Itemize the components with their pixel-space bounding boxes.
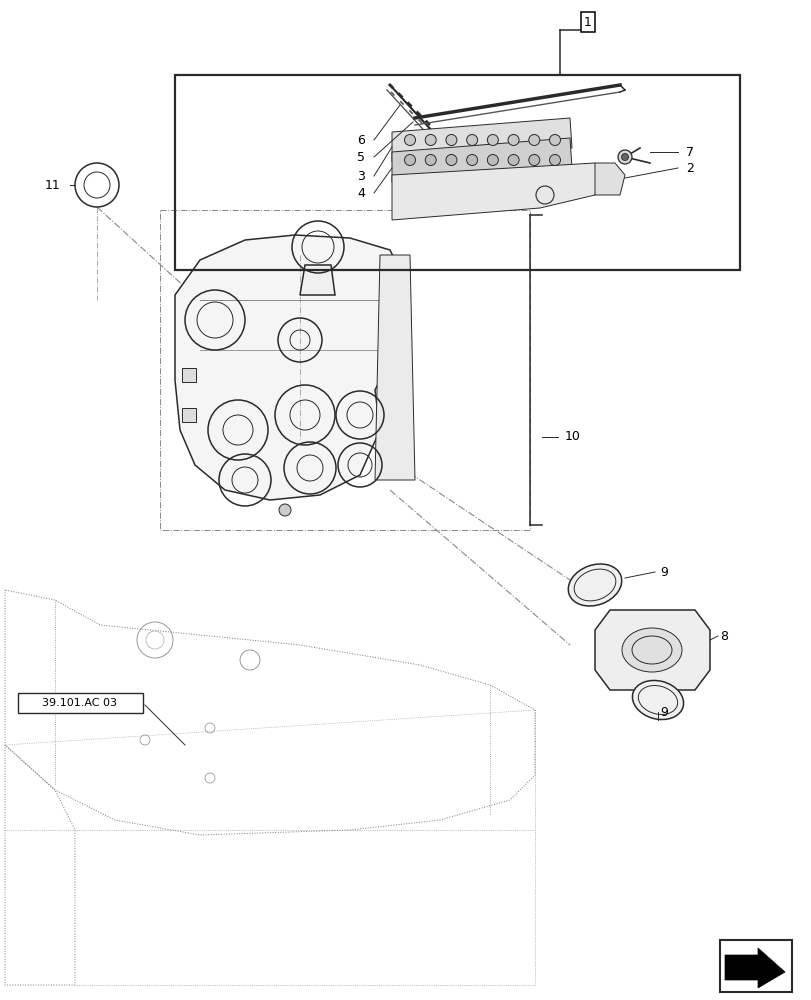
Circle shape — [508, 154, 518, 166]
Circle shape — [508, 134, 518, 146]
Circle shape — [620, 154, 628, 161]
Text: 2: 2 — [685, 162, 693, 175]
Polygon shape — [392, 163, 599, 220]
Text: 8: 8 — [719, 630, 727, 642]
Polygon shape — [299, 265, 335, 295]
Circle shape — [549, 134, 560, 146]
Bar — [175, 75, 739, 270]
Bar — [719, 940, 791, 992]
Circle shape — [466, 154, 477, 166]
Polygon shape — [392, 138, 571, 182]
Polygon shape — [594, 163, 624, 195]
Circle shape — [487, 154, 498, 166]
Circle shape — [445, 154, 457, 166]
Circle shape — [528, 134, 539, 146]
Bar — [18, 693, 143, 713]
Circle shape — [617, 150, 631, 164]
Circle shape — [487, 134, 498, 146]
Circle shape — [404, 134, 415, 146]
Polygon shape — [375, 255, 414, 480]
Text: 7: 7 — [685, 146, 693, 159]
Circle shape — [425, 154, 436, 166]
Ellipse shape — [621, 628, 681, 672]
Circle shape — [466, 134, 477, 146]
Text: 4: 4 — [357, 187, 365, 200]
Polygon shape — [724, 948, 784, 988]
Bar — [182, 368, 195, 382]
Text: 11: 11 — [44, 179, 60, 192]
Text: 3: 3 — [357, 170, 365, 183]
Text: 10: 10 — [564, 430, 580, 444]
Circle shape — [528, 154, 539, 166]
Bar — [182, 408, 195, 422]
Text: 1: 1 — [583, 16, 591, 29]
Polygon shape — [392, 118, 571, 162]
Ellipse shape — [632, 680, 683, 720]
Text: 5: 5 — [357, 151, 365, 164]
Circle shape — [425, 134, 436, 146]
Circle shape — [445, 134, 457, 146]
Polygon shape — [175, 235, 405, 500]
Text: 39.101.AC 03: 39.101.AC 03 — [42, 698, 118, 708]
Text: 6: 6 — [357, 134, 365, 147]
Circle shape — [404, 154, 415, 166]
Circle shape — [549, 154, 560, 166]
Text: 9: 9 — [659, 706, 667, 718]
Ellipse shape — [568, 564, 621, 606]
Circle shape — [279, 504, 290, 516]
Text: 9: 9 — [659, 566, 667, 578]
Polygon shape — [594, 610, 709, 690]
